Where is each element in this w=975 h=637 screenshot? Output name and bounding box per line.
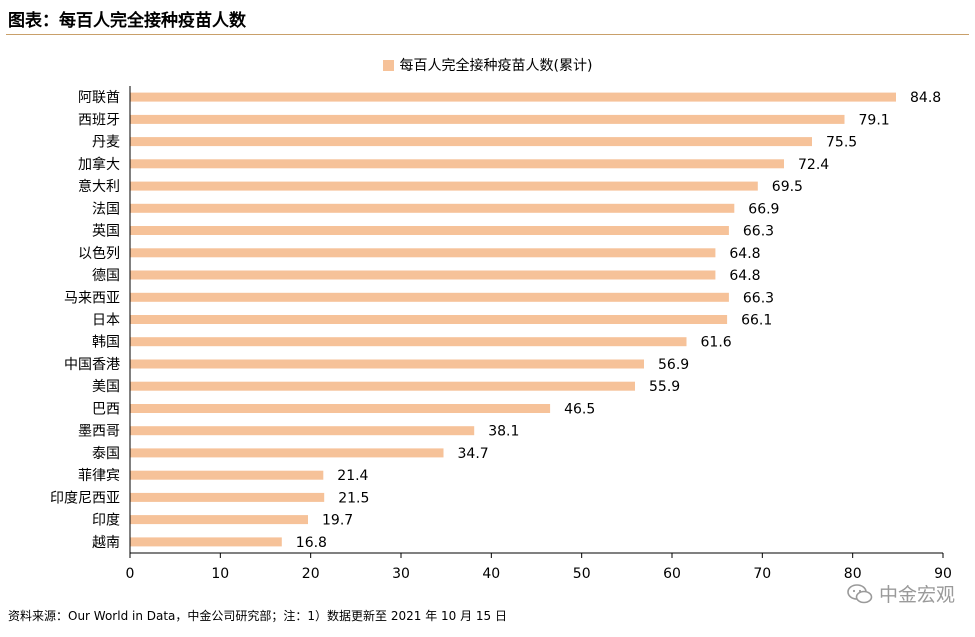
bar-20 — [130, 537, 282, 547]
data-label: 75.5 — [826, 135, 857, 151]
category-label: 意大利 — [78, 178, 120, 195]
category-label: 英国 — [92, 223, 120, 240]
bar-16 — [130, 448, 444, 458]
bar-9 — [130, 292, 729, 302]
data-label: 79.1 — [859, 112, 890, 128]
legend-swatch — [382, 60, 394, 71]
bar-1 — [130, 114, 845, 124]
x-tick-label: 60 — [663, 566, 681, 582]
data-label: 84.8 — [910, 90, 941, 106]
data-label: 66.9 — [748, 201, 779, 217]
category-label: 印度尼西亚 — [50, 490, 120, 506]
data-label: 21.4 — [337, 468, 368, 484]
x-tick-label: 30 — [392, 566, 410, 582]
category-label: 马来西亚 — [64, 290, 120, 306]
x-tick-label: 0 — [126, 566, 135, 582]
x-tick-label: 10 — [211, 566, 229, 582]
category-label: 菲律宾 — [78, 468, 120, 484]
x-tick-label: 20 — [302, 566, 320, 582]
category-label: 阿联酋 — [78, 89, 120, 106]
watermark-text: 中金宏观 — [878, 584, 955, 606]
bar-7 — [130, 248, 716, 258]
category-label: 泰国 — [92, 446, 120, 462]
data-label: 38.1 — [488, 424, 519, 440]
data-label: 19.7 — [322, 513, 353, 529]
bar-14 — [130, 404, 551, 413]
category-label: 巴西 — [92, 402, 120, 418]
bar-8 — [130, 270, 716, 280]
category-label: 中国香港 — [64, 357, 120, 373]
data-label: 69.5 — [772, 179, 803, 195]
category-label: 西班牙 — [78, 112, 120, 128]
x-tick-label: 50 — [573, 566, 591, 582]
bar-18 — [130, 492, 325, 502]
source-note: 资料来源：Our World in Data，中金公司研究部；注：1）数据更新至… — [8, 609, 508, 623]
data-label: 66.3 — [743, 290, 774, 306]
chart-legend: 每百人完全接种疫苗人数(累计) — [0, 55, 975, 75]
category-label: 加拿大 — [78, 156, 120, 173]
category-label: 越南 — [92, 535, 120, 551]
bar-3 — [130, 159, 784, 169]
category-label: 墨西哥 — [78, 424, 120, 440]
x-tick-label: 40 — [482, 566, 500, 582]
data-label: 46.5 — [564, 402, 595, 418]
x-tick-label: 80 — [844, 566, 862, 582]
bar-6 — [130, 226, 729, 235]
data-label: 66.1 — [741, 313, 772, 329]
bar-0 — [130, 92, 896, 102]
wechat-icon — [847, 583, 873, 603]
data-label: 72.4 — [798, 157, 829, 173]
x-tick-label: 90 — [934, 566, 952, 582]
bar-5 — [130, 203, 735, 213]
watermark: 中金宏观 — [847, 580, 955, 607]
data-label: 66.3 — [743, 224, 774, 240]
bar-11 — [130, 337, 687, 347]
category-label: 法国 — [92, 201, 120, 217]
bar-17 — [130, 470, 324, 480]
bar-15 — [130, 426, 475, 436]
data-label: 64.8 — [729, 268, 760, 284]
category-label: 韩国 — [92, 335, 120, 351]
category-label: 以色列 — [78, 245, 120, 262]
bar-12 — [130, 359, 644, 369]
category-label: 印度 — [92, 513, 120, 529]
category-label: 美国 — [92, 379, 120, 395]
category-label: 德国 — [92, 268, 120, 284]
data-label: 61.6 — [701, 335, 732, 351]
bar-4 — [130, 181, 758, 191]
legend-label: 每百人完全接种疫苗人数(累计) — [399, 58, 593, 74]
data-label: 55.9 — [649, 379, 680, 395]
bar-13 — [130, 381, 635, 391]
category-label: 丹麦 — [92, 135, 120, 151]
title-divider — [6, 34, 969, 35]
category-label: 日本 — [92, 313, 120, 329]
page-title: 图表：每百人完全接种疫苗人数 — [8, 11, 246, 31]
x-tick-label: 70 — [753, 566, 771, 582]
data-label: 56.9 — [658, 357, 689, 373]
data-label: 34.7 — [458, 446, 489, 462]
data-label: 16.8 — [296, 535, 327, 551]
bar-19 — [130, 515, 308, 525]
data-label: 21.5 — [338, 490, 369, 506]
data-label: 64.8 — [729, 246, 760, 262]
bar-10 — [130, 315, 728, 324]
bar-2 — [130, 137, 812, 147]
